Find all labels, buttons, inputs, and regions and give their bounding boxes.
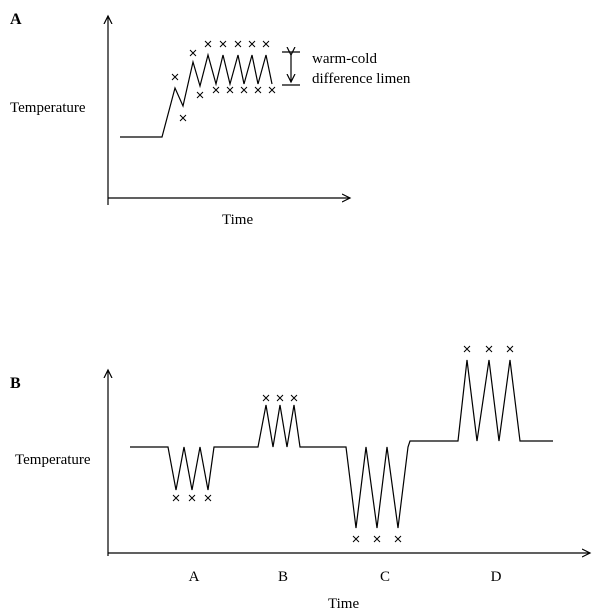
condition-label: C — [380, 569, 390, 585]
panel-a: A Temperature Time warm-cold difference … — [10, 11, 411, 228]
response-markers — [172, 345, 514, 543]
annotation: warm-cold — [312, 51, 377, 67]
panel-label: B — [10, 375, 21, 392]
condition-label: B — [278, 569, 288, 585]
annotation: difference limen — [312, 71, 411, 87]
panel-b: B Temperature Time A B C D — [10, 345, 590, 612]
panel-label: A — [10, 11, 22, 28]
temperature-trace — [120, 52, 273, 138]
x-axis-label: Time — [328, 596, 359, 612]
x-axis-label: Time — [222, 212, 253, 228]
temperature-trace — [130, 359, 553, 529]
y-axis-label: Temperature — [15, 452, 91, 468]
condition-label: A — [189, 569, 200, 585]
condition-label: D — [491, 569, 502, 585]
response-markers — [171, 40, 276, 122]
limen-bracket — [282, 52, 300, 86]
y-axis-label: Temperature — [10, 100, 86, 116]
